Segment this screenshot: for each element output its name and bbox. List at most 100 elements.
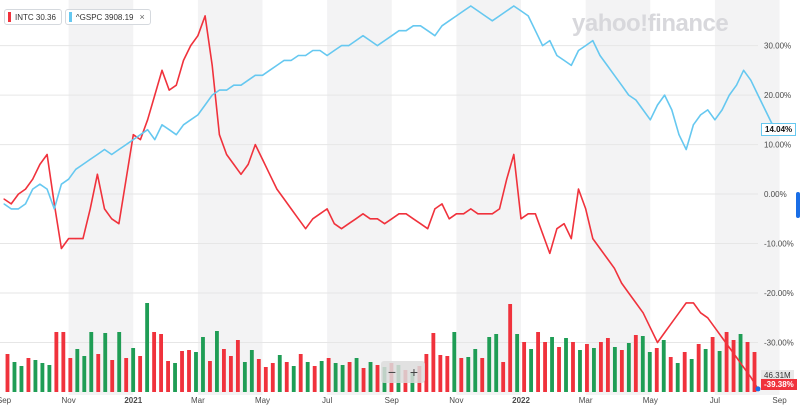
y-tick-label: -20.00% xyxy=(764,289,794,298)
volume-bar xyxy=(19,366,24,392)
intc-data-point xyxy=(103,208,106,210)
intc-data-point xyxy=(470,208,472,210)
gspc-data-point xyxy=(506,10,508,12)
gspc-data-point xyxy=(218,89,221,91)
volume-bar xyxy=(368,362,373,392)
gspc-swatch xyxy=(68,12,72,22)
close-icon[interactable]: × xyxy=(139,12,145,22)
gspc-data-point xyxy=(297,54,300,57)
scroll-handle[interactable] xyxy=(796,192,800,218)
x-tick-label: Sep xyxy=(772,396,787,405)
volume-bar xyxy=(5,354,10,392)
x-tick-label: Mar xyxy=(579,396,593,405)
legend: INTC 30.36 ^GSPC 3908.19 × xyxy=(4,8,151,26)
volume-bar xyxy=(633,335,638,392)
gspc-data-point xyxy=(53,208,55,210)
intc-data-point xyxy=(613,267,615,269)
gspc-data-point xyxy=(441,25,443,27)
volume-bar xyxy=(103,333,108,392)
x-tick-label: Nov xyxy=(62,396,76,405)
gspc-data-point xyxy=(599,54,601,57)
volume-bar xyxy=(459,358,464,392)
volume-bar xyxy=(166,361,170,392)
volume-bar xyxy=(592,348,596,392)
x-tick-label: Nov xyxy=(449,396,463,405)
legend-chip-gspc[interactable]: ^GSPC 3908.19 × xyxy=(64,9,151,25)
gspc-data-point xyxy=(527,15,529,17)
intc-data-point xyxy=(513,153,515,156)
volume-bar xyxy=(508,304,513,392)
gspc-data-point xyxy=(233,84,235,86)
intc-data-point xyxy=(276,188,278,190)
intc-data-point xyxy=(620,282,623,284)
x-tick-label: May xyxy=(255,396,270,405)
volume-bar xyxy=(375,365,380,392)
intc-data-point xyxy=(348,223,350,225)
intc-data-point xyxy=(743,366,745,368)
intc-data-point xyxy=(412,218,414,220)
intc-data-point xyxy=(541,233,544,235)
intc-data-point xyxy=(534,213,536,215)
zoom-out-button[interactable]: − xyxy=(387,364,397,380)
y-tick-label: 20.00% xyxy=(764,91,791,100)
volume-bar xyxy=(117,332,122,392)
volume-bar xyxy=(564,338,568,392)
intc-data-point xyxy=(750,376,752,378)
gspc-data-point xyxy=(484,15,486,17)
intc-data-point xyxy=(735,356,738,358)
volume-bar xyxy=(361,368,366,392)
gspc-data-point xyxy=(290,59,292,62)
x-tick-label: Sep xyxy=(0,396,12,405)
zoom-in-button[interactable]: + xyxy=(409,364,419,380)
gspc-data-point xyxy=(254,74,256,76)
intc-data-point xyxy=(218,134,221,136)
volume-bar xyxy=(452,332,457,392)
gspc-data-point xyxy=(103,148,106,151)
month-band xyxy=(714,0,780,395)
volume-bar xyxy=(277,355,282,392)
intc-data-point xyxy=(89,208,91,210)
gspc-data-point xyxy=(391,35,393,37)
intc-data-point xyxy=(714,327,716,329)
intc-data-point xyxy=(391,218,393,220)
volume-bar xyxy=(619,350,624,392)
gspc-data-point xyxy=(168,129,170,131)
gspc-data-point xyxy=(261,74,264,76)
volume-bar xyxy=(194,352,198,392)
volume-bar xyxy=(256,359,261,392)
volume-bar xyxy=(661,340,666,392)
gspc-data-point xyxy=(592,40,594,42)
volume-bar xyxy=(529,349,534,392)
gspc-data-point xyxy=(419,25,422,27)
volume-bar xyxy=(354,358,359,392)
intc-data-point xyxy=(226,153,228,156)
volume-bar xyxy=(152,332,157,392)
intc-data-point xyxy=(118,223,120,225)
volume-bar xyxy=(682,352,687,392)
gspc-data-point xyxy=(427,30,429,32)
intc-data-point xyxy=(147,119,149,121)
gspc-data-point xyxy=(46,188,48,190)
gspc-data-point xyxy=(147,129,149,131)
intc-data-point xyxy=(82,237,84,240)
intc-data-point xyxy=(707,317,709,319)
volume-bar xyxy=(515,334,520,392)
volume-bar xyxy=(340,365,345,392)
volume-bar xyxy=(424,354,429,392)
gspc-data-point xyxy=(750,79,752,81)
gspc-data-point xyxy=(204,104,206,106)
volume-bar xyxy=(187,350,191,392)
intc-data-point xyxy=(233,163,235,165)
gspc-data-point xyxy=(283,59,285,62)
intc-data-point xyxy=(168,89,170,91)
gspc-data-point xyxy=(383,40,386,42)
legend-chip-intc[interactable]: INTC 30.36 xyxy=(4,9,62,25)
gspc-data-point xyxy=(312,49,314,52)
gspc-data-point xyxy=(692,124,694,126)
gspc-data-point xyxy=(642,109,644,111)
volume-bar xyxy=(180,351,184,392)
volume-bar xyxy=(61,332,66,392)
x-tick-label: May xyxy=(643,396,658,405)
volume-bar xyxy=(124,358,129,392)
y-tick-label: -30.00% xyxy=(764,339,794,348)
